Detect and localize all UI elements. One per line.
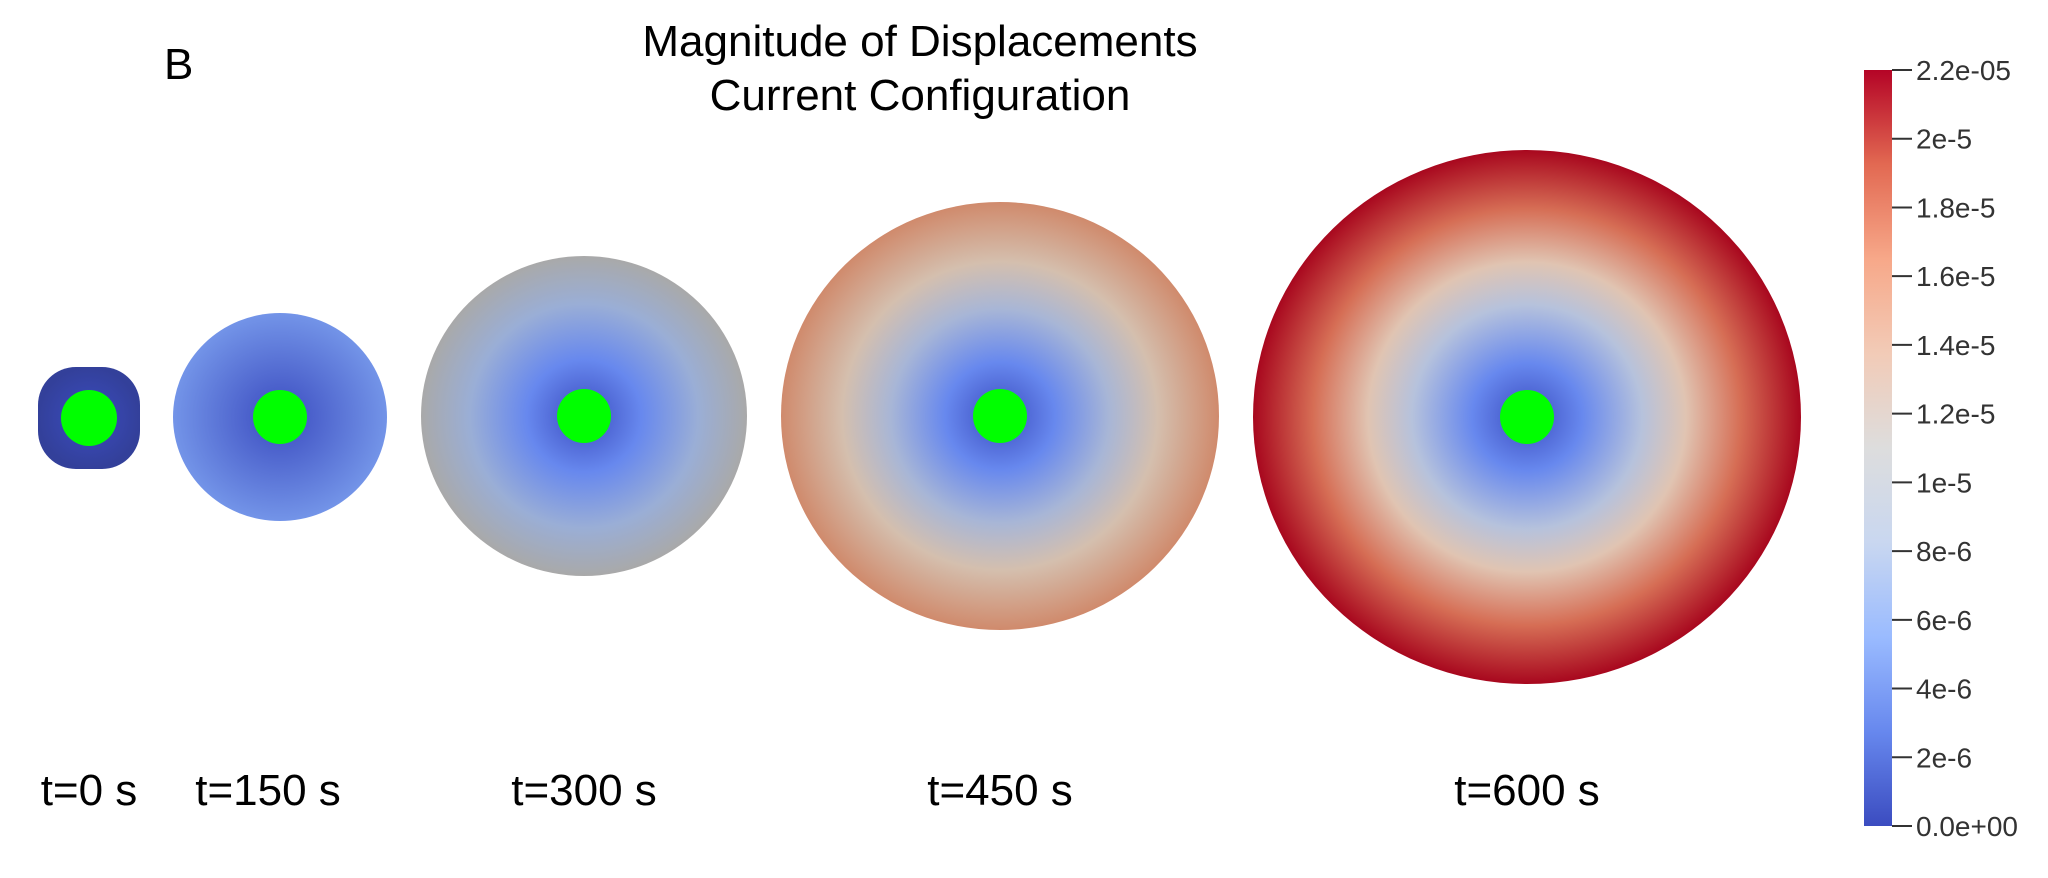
inclusion-t600 [1500, 390, 1554, 444]
colorbar-ticks: 0.0e+00 2e-6 4e-6 6e-6 8e-6 1e-5 1.2e-5 1.4e-5 1… [1892, 55, 2018, 842]
inclusion-t300 [557, 389, 611, 443]
time-label-t300: t=300 s [511, 766, 657, 815]
snapshot-t450: t=450 s [781, 202, 1219, 815]
snapshot-t150: t=150 s [173, 313, 387, 815]
inclusion-t150 [253, 390, 307, 444]
colorbar: 0.0e+00 2e-6 4e-6 6e-6 8e-6 1e-5 1.2e-5 1.4e-5 1… [1864, 55, 2018, 842]
colorbar-gradient [1864, 70, 1892, 826]
inclusion-t450 [973, 389, 1027, 443]
colorbar-tick-9: 2e-5 [1916, 124, 1972, 155]
time-label-t150: t=150 s [195, 766, 341, 815]
snapshot-t600: t=600 s [1253, 150, 1801, 815]
colorbar-tick-4: 1e-5 [1916, 467, 1972, 498]
colorbar-tick-8: 1.8e-5 [1916, 192, 1995, 223]
time-label-t600: t=600 s [1454, 766, 1600, 815]
colorbar-tick-0: 2e-6 [1916, 742, 1972, 773]
colorbar-tick-max: 2.2e-05 [1916, 55, 2011, 86]
time-label-t450: t=450 s [927, 766, 1073, 815]
colorbar-tick-5: 1.2e-5 [1916, 399, 1995, 430]
colorbar-tick-1: 4e-6 [1916, 674, 1972, 705]
colorbar-tick-3: 8e-6 [1916, 536, 1972, 567]
snapshot-t0: t=0 s [38, 367, 140, 815]
inclusion-t0 [61, 390, 117, 446]
time-label-t0: t=0 s [41, 766, 138, 815]
snapshot-t300: t=300 s [421, 256, 747, 815]
colorbar-tick-6: 1.4e-5 [1916, 330, 1995, 361]
colorbar-tick-2: 6e-6 [1916, 605, 1972, 636]
colorbar-tick-min: 0.0e+00 [1916, 811, 2018, 842]
colorbar-tick-7: 1.6e-5 [1916, 261, 1995, 292]
